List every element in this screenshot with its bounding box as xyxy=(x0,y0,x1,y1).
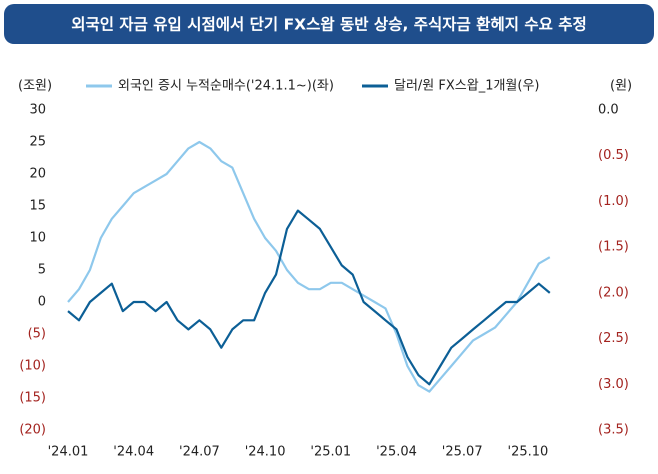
legend-label: 외국인 증시 누적순매수('24.1.1~)(좌) xyxy=(118,79,334,94)
x-tick-label: '25.01 xyxy=(310,445,351,460)
y2-tick-label: (2.0) xyxy=(598,285,629,300)
y-tick-label: 0 xyxy=(38,295,46,310)
y2-tick-label: (2.5) xyxy=(598,331,629,346)
y-tick-label: 5 xyxy=(38,263,46,278)
y2-tick-label: (3.0) xyxy=(598,377,629,392)
y2-tick-label: (1.5) xyxy=(598,240,629,255)
y-tick-label: 10 xyxy=(29,231,46,246)
x-tick-label: '24.04 xyxy=(113,445,154,460)
x-tick-label: '25.07 xyxy=(442,445,483,460)
x-tick-label: '25.10 xyxy=(508,445,549,460)
x-tick-label: '24.07 xyxy=(179,445,220,460)
title-banner xyxy=(4,4,654,44)
y-tick-label: 30 xyxy=(29,103,46,118)
y-tick-label: (5) xyxy=(28,327,46,342)
series-line xyxy=(67,209,551,386)
y2-tick-label: (3.5) xyxy=(598,423,629,438)
y-tick-label: 20 xyxy=(29,167,46,182)
y-tick-label: (20) xyxy=(19,423,46,438)
y2-tick-label: 0.0 xyxy=(598,103,619,118)
chart-title: 외국인 자금 유입 시점에서 단기 FX스왑 동반 상승, 주식자금 환헤지 수… xyxy=(71,15,587,34)
legend-label: 달러/원 FX스왑_1개월(우) xyxy=(394,79,540,94)
y2-tick-label: (1.0) xyxy=(598,194,629,209)
y-tick-label: 15 xyxy=(29,199,46,214)
x-tick-label: '25.04 xyxy=(376,445,417,460)
series-line xyxy=(67,140,551,393)
x-tick-label: '24.01 xyxy=(48,445,89,460)
y-axis-label: (조원) xyxy=(18,79,52,94)
y2-tick-label: (0.5) xyxy=(598,148,629,163)
x-tick-label: '24.10 xyxy=(245,445,286,460)
y2-axis-label: (원) xyxy=(610,79,632,94)
y-tick-label: 25 xyxy=(29,135,46,150)
y-tick-label: (15) xyxy=(19,391,46,406)
y-tick-label: (10) xyxy=(19,359,46,374)
